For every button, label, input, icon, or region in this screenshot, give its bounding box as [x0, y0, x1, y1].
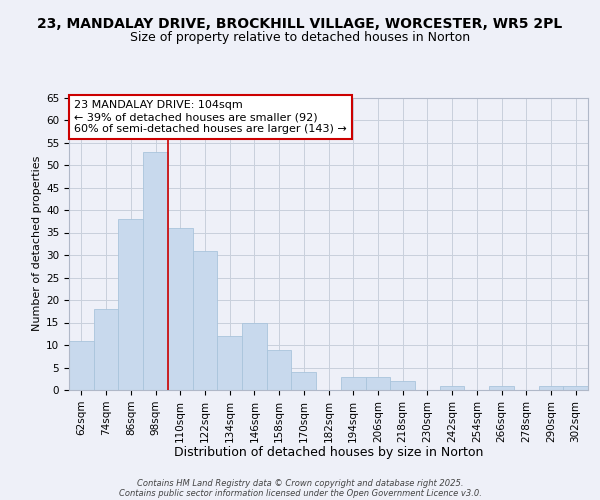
Bar: [365, 376, 390, 390]
Text: 23, MANDALAY DRIVE, BROCKHILL VILLAGE, WORCESTER, WR5 2PL: 23, MANDALAY DRIVE, BROCKHILL VILLAGE, W…: [37, 18, 563, 32]
Bar: [217, 336, 242, 390]
Bar: [193, 250, 217, 390]
Bar: [242, 322, 267, 390]
Bar: [563, 386, 588, 390]
X-axis label: Distribution of detached houses by size in Norton: Distribution of detached houses by size …: [174, 446, 483, 459]
Bar: [440, 386, 464, 390]
Bar: [390, 381, 415, 390]
Text: 23 MANDALAY DRIVE: 104sqm
← 39% of detached houses are smaller (92)
60% of semi-: 23 MANDALAY DRIVE: 104sqm ← 39% of detac…: [74, 100, 347, 134]
Text: Size of property relative to detached houses in Norton: Size of property relative to detached ho…: [130, 31, 470, 44]
Bar: [292, 372, 316, 390]
Text: Contains HM Land Registry data © Crown copyright and database right 2025.: Contains HM Land Registry data © Crown c…: [137, 478, 463, 488]
Bar: [267, 350, 292, 390]
Bar: [118, 219, 143, 390]
Y-axis label: Number of detached properties: Number of detached properties: [32, 156, 42, 332]
Bar: [489, 386, 514, 390]
Bar: [168, 228, 193, 390]
Bar: [69, 340, 94, 390]
Bar: [539, 386, 563, 390]
Bar: [143, 152, 168, 390]
Bar: [94, 309, 118, 390]
Text: Contains public sector information licensed under the Open Government Licence v3: Contains public sector information licen…: [119, 488, 481, 498]
Bar: [341, 376, 365, 390]
